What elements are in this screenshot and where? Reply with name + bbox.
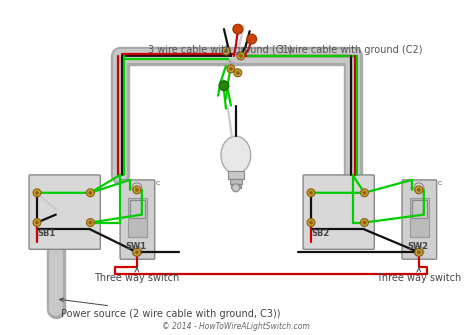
Circle shape	[133, 248, 141, 256]
Bar	[410, 198, 429, 238]
Circle shape	[233, 24, 243, 34]
Circle shape	[36, 191, 38, 194]
Circle shape	[310, 191, 312, 194]
Text: Three way switch: Three way switch	[94, 267, 180, 283]
Circle shape	[361, 189, 368, 197]
Circle shape	[418, 251, 420, 254]
Text: C: C	[156, 181, 160, 186]
Circle shape	[414, 183, 424, 193]
Circle shape	[133, 186, 141, 194]
Text: SW2: SW2	[407, 242, 428, 251]
FancyBboxPatch shape	[120, 180, 155, 259]
FancyBboxPatch shape	[29, 175, 100, 249]
Circle shape	[86, 218, 94, 226]
Circle shape	[239, 55, 242, 57]
Circle shape	[33, 189, 41, 197]
Circle shape	[234, 69, 242, 77]
Circle shape	[361, 218, 368, 226]
Circle shape	[247, 34, 256, 44]
Circle shape	[415, 248, 423, 256]
Circle shape	[307, 218, 315, 226]
Circle shape	[36, 221, 38, 224]
Circle shape	[132, 246, 142, 256]
Circle shape	[418, 188, 420, 191]
Text: 3 wire cable with ground (C2): 3 wire cable with ground (C2)	[278, 45, 423, 55]
Circle shape	[363, 191, 366, 194]
Circle shape	[415, 186, 423, 194]
Bar	[412, 200, 427, 217]
Bar	[128, 198, 147, 238]
Text: Three way switch: Three way switch	[376, 267, 462, 283]
Circle shape	[132, 183, 142, 193]
Circle shape	[136, 251, 138, 254]
FancyBboxPatch shape	[303, 175, 374, 249]
FancyBboxPatch shape	[402, 180, 437, 259]
Text: SB2: SB2	[311, 229, 329, 239]
Bar	[130, 200, 145, 217]
Circle shape	[219, 81, 229, 91]
Circle shape	[363, 221, 366, 224]
Circle shape	[310, 221, 312, 224]
Circle shape	[229, 67, 232, 70]
Text: © 2014 - HowToWireALightSwitch.com: © 2014 - HowToWireALightSwitch.com	[162, 322, 310, 331]
Bar	[230, 179, 242, 184]
Circle shape	[237, 71, 239, 74]
Text: SB1: SB1	[37, 229, 55, 239]
Circle shape	[86, 189, 94, 197]
Ellipse shape	[221, 136, 251, 174]
Text: C: C	[438, 181, 442, 186]
Circle shape	[136, 188, 138, 191]
Circle shape	[89, 191, 92, 194]
Text: 3 wire cable with ground (C1): 3 wire cable with ground (C1)	[148, 45, 292, 55]
Circle shape	[232, 184, 240, 192]
Circle shape	[225, 50, 228, 53]
Circle shape	[222, 47, 230, 55]
Circle shape	[307, 189, 315, 197]
Bar	[228, 171, 244, 179]
Circle shape	[227, 65, 235, 73]
Circle shape	[237, 52, 245, 60]
Circle shape	[89, 221, 92, 224]
Circle shape	[414, 246, 424, 256]
Text: Power source (2 wire cable with ground, C3)): Power source (2 wire cable with ground, …	[60, 298, 280, 319]
Circle shape	[33, 218, 41, 226]
Bar	[231, 184, 241, 188]
Text: SW1: SW1	[125, 242, 146, 251]
